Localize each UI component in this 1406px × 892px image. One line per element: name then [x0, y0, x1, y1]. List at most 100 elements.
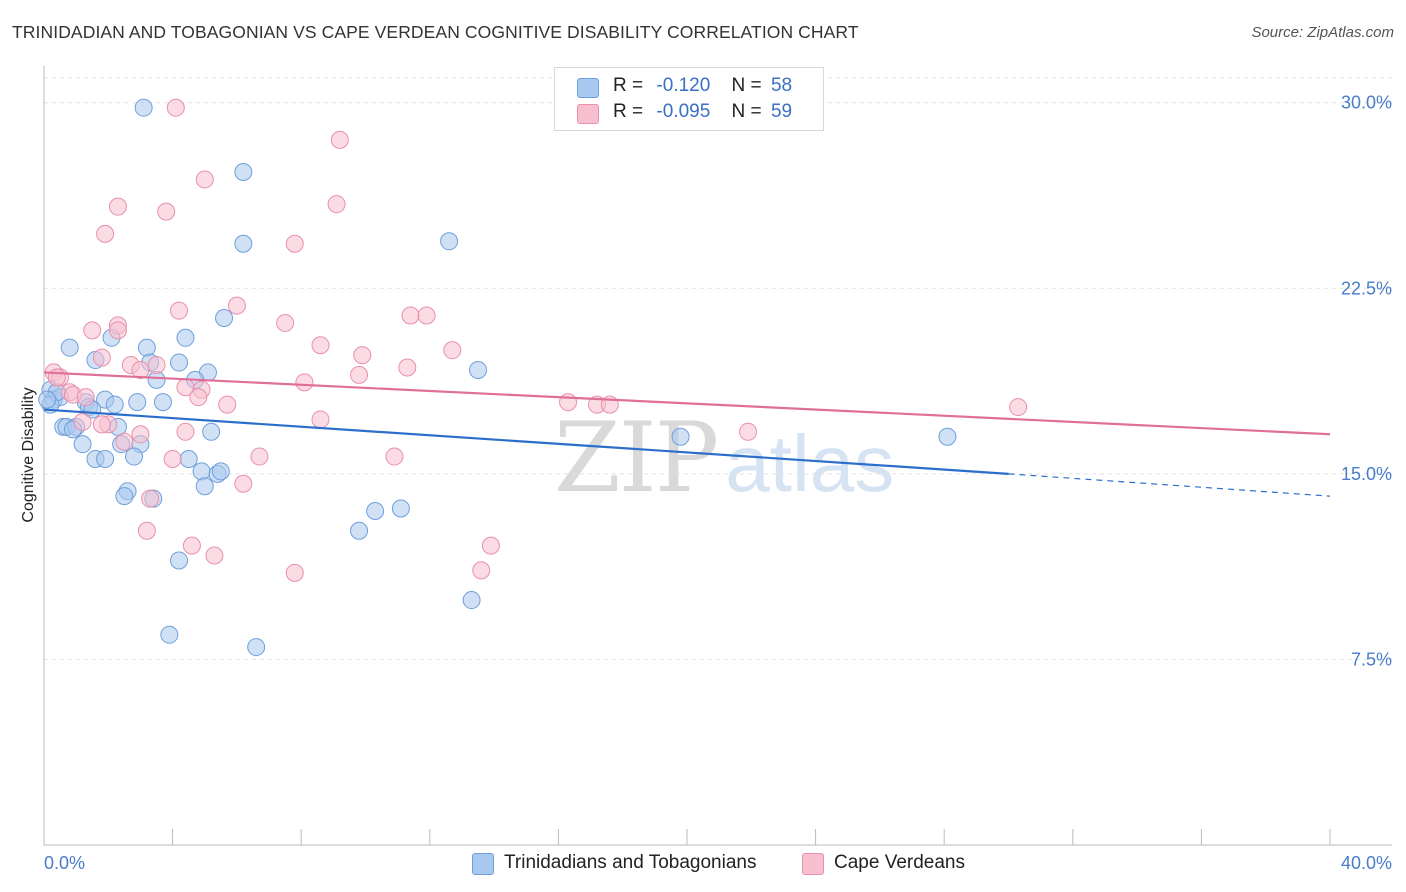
bottom-legend-label: Trinidadians and Tobagonians: [504, 852, 757, 873]
y-tick-label: 7.5%: [1351, 649, 1392, 669]
data-point: [83, 321, 102, 340]
data-point: [227, 296, 246, 315]
legend-n-label: N =: [731, 75, 762, 96]
data-point: [938, 427, 957, 446]
trend-line: [43, 408, 1009, 475]
data-point: [176, 422, 195, 441]
legend-r-value: -0.120: [656, 75, 711, 96]
data-point: [163, 450, 182, 469]
data-point: [160, 625, 179, 644]
data-point: [137, 521, 156, 540]
data-point: [195, 477, 214, 496]
data-point: [108, 197, 127, 216]
data-point: [671, 427, 690, 446]
legend-r-label: R =: [613, 75, 644, 96]
trend-lines: [43, 371, 1331, 497]
legend-r-value: -0.095: [656, 101, 711, 122]
data-point: [443, 341, 462, 360]
y-tick-label: 30.0%: [1341, 93, 1392, 113]
data-point: [179, 450, 198, 469]
data-point: [234, 474, 253, 493]
data-point: [131, 425, 150, 444]
x-tick-label-min: 0.0%: [44, 853, 85, 873]
data-point: [205, 546, 224, 565]
series-trinidadians-points: [38, 98, 957, 657]
data-point: [60, 338, 79, 357]
legend-n-value: 59: [770, 101, 793, 122]
legend-n-value: 58: [770, 75, 793, 96]
y-axis-title: Cognitive Disability: [20, 387, 37, 522]
correlation-legend: R = -0.120 N = 58 R = -0.095 N = 59: [554, 67, 824, 131]
data-point: [385, 447, 404, 466]
trend-line: [43, 371, 1331, 436]
data-point: [469, 360, 488, 379]
data-point: [401, 306, 420, 325]
y-tick-label: 22.5%: [1341, 278, 1392, 298]
data-point: [311, 410, 330, 429]
data-point: [125, 447, 144, 466]
data-point: [218, 395, 237, 414]
data-point: [76, 388, 95, 407]
data-point: [398, 358, 417, 377]
data-point: [153, 393, 172, 412]
data-point: [462, 591, 481, 610]
data-point: [47, 368, 66, 387]
data-point: [215, 308, 234, 327]
data-point: [311, 336, 330, 355]
legend-n-label: N =: [731, 101, 762, 122]
data-point: [108, 321, 127, 340]
data-point: [96, 450, 115, 469]
data-point: [157, 202, 176, 221]
source-label: Source: ZipAtlas.com: [1251, 24, 1394, 41]
data-point: [481, 536, 500, 555]
axis-labels: 7.5% 15.0% 22.5% 30.0% 0.0% 40.0% Cognitive Di…: [20, 93, 1392, 873]
data-point: [131, 360, 150, 379]
watermark-zip: ZIP: [554, 402, 719, 514]
legend-swatch-blue: [577, 78, 599, 98]
data-point: [559, 393, 578, 412]
data-point: [141, 489, 160, 508]
data-point: [472, 561, 491, 580]
data-point: [92, 348, 111, 367]
data-point: [366, 501, 385, 520]
data-point: [285, 563, 304, 582]
data-point: [250, 447, 269, 466]
data-point: [134, 98, 153, 117]
data-point: [115, 432, 134, 451]
data-point: [1009, 398, 1028, 417]
bottom-legend-swatch-pink: [802, 853, 824, 875]
data-point: [247, 638, 266, 657]
data-point: [92, 415, 111, 434]
chart-title: TRINIDADIAN AND TOBAGONIAN VS CAPE VERDE…: [12, 22, 859, 42]
data-point: [211, 462, 230, 481]
trend-line-extension: [1008, 473, 1331, 497]
data-point: [170, 301, 189, 320]
data-point: [440, 232, 459, 251]
data-point: [202, 422, 221, 441]
data-point: [73, 435, 92, 454]
data-point: [96, 224, 115, 243]
data-point: [137, 338, 156, 357]
data-point: [38, 390, 57, 409]
data-point: [295, 373, 314, 392]
data-point: [105, 395, 124, 414]
data-point: [234, 234, 253, 253]
axes: [43, 66, 1392, 846]
data-point: [176, 328, 195, 347]
legend-r-label: R =: [613, 101, 644, 122]
data-point: [739, 422, 758, 441]
data-point: [115, 487, 134, 506]
bottom-legend-swatch-blue: [472, 853, 494, 875]
legend-text: R = -0.120 N = 58: [613, 75, 792, 97]
legend-swatch-pink: [577, 104, 599, 124]
data-point: [73, 412, 92, 431]
data-point: [391, 499, 410, 518]
data-point: [192, 462, 211, 481]
data-point: [327, 195, 346, 214]
data-point: [182, 536, 201, 555]
data-point: [353, 346, 372, 365]
data-point: [195, 170, 214, 189]
data-point: [350, 521, 369, 540]
legend-text: R = -0.095 N = 59: [613, 101, 792, 123]
